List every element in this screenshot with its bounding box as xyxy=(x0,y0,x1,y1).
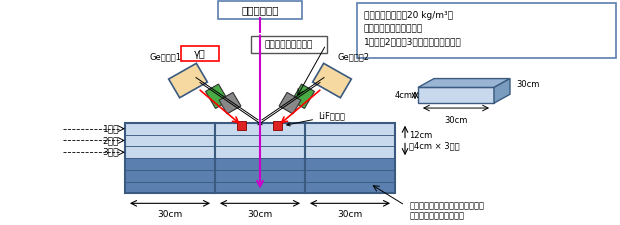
Text: ガンマ線コリメータ: ガンマ線コリメータ xyxy=(265,40,313,49)
Text: Ge検出器2: Ge検出器2 xyxy=(338,52,370,61)
Polygon shape xyxy=(291,84,314,108)
Text: 4cm: 4cm xyxy=(395,91,413,100)
Text: γ線: γ線 xyxy=(194,49,206,58)
Text: 30cm: 30cm xyxy=(337,210,363,219)
FancyBboxPatch shape xyxy=(218,1,302,19)
Bar xyxy=(215,146,305,158)
Polygon shape xyxy=(169,63,207,98)
Bar xyxy=(305,146,395,158)
Polygon shape xyxy=(205,84,229,108)
FancyBboxPatch shape xyxy=(251,36,327,53)
Text: 周りのコンクリートプレートは、
塩分を添加していない。: 周りのコンクリートプレートは、 塩分を添加していない。 xyxy=(410,201,485,221)
Bar xyxy=(418,88,494,103)
Polygon shape xyxy=(312,63,352,98)
Bar xyxy=(305,123,395,135)
Bar xyxy=(215,170,305,182)
Text: 中性子ビーム: 中性子ビーム xyxy=(241,5,279,15)
Bar xyxy=(125,123,395,194)
Text: 30cm: 30cm xyxy=(516,81,539,90)
Bar xyxy=(215,135,305,146)
Bar xyxy=(215,158,305,170)
Bar xyxy=(215,123,305,135)
Text: 30cm: 30cm xyxy=(445,116,467,125)
Bar xyxy=(125,135,215,146)
Polygon shape xyxy=(418,79,510,88)
Bar xyxy=(125,170,215,182)
Text: 塩化物イオン濃度20 kg/m³の
コンクリートプレートを
1層目、2層目、3層目のみに入れる。: 塩化物イオン濃度20 kg/m³の コンクリートプレートを 1層目、2層目、3層… xyxy=(364,11,462,46)
Text: Ge検出器1: Ge検出器1 xyxy=(150,52,182,61)
Text: LiFタイル: LiFタイル xyxy=(287,111,345,126)
Bar xyxy=(125,158,215,170)
Text: 30cm: 30cm xyxy=(247,210,273,219)
Bar xyxy=(305,182,395,194)
Bar xyxy=(125,123,215,135)
FancyBboxPatch shape xyxy=(181,46,219,61)
Text: 12cm
（4cm × 3枚）: 12cm （4cm × 3枚） xyxy=(409,131,459,150)
Bar xyxy=(125,146,215,158)
Bar xyxy=(273,121,282,130)
Bar xyxy=(215,182,305,194)
Bar xyxy=(305,158,395,170)
Text: 30cm: 30cm xyxy=(157,210,183,219)
Polygon shape xyxy=(494,79,510,103)
Bar xyxy=(305,135,395,146)
Bar xyxy=(125,182,215,194)
Text: 3層目: 3層目 xyxy=(102,148,119,157)
Text: 2層目: 2層目 xyxy=(103,136,119,145)
Bar xyxy=(237,121,246,130)
Text: 1層目: 1層目 xyxy=(102,124,119,133)
Polygon shape xyxy=(279,92,301,114)
Polygon shape xyxy=(219,92,241,114)
Bar xyxy=(305,170,395,182)
FancyBboxPatch shape xyxy=(357,3,616,58)
